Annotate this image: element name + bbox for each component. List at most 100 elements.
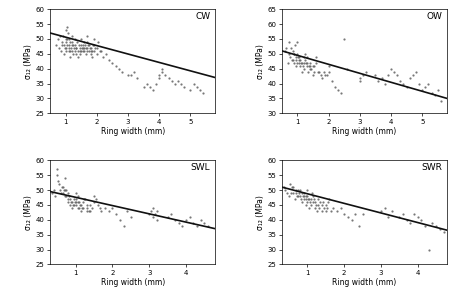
Point	[87, 45, 94, 50]
Point	[290, 51, 297, 56]
Point	[356, 78, 363, 83]
Point	[87, 51, 94, 56]
Point	[63, 48, 70, 53]
Point	[394, 72, 401, 77]
Point	[105, 209, 113, 213]
Point	[387, 66, 395, 71]
Point	[128, 72, 135, 77]
Point	[356, 75, 363, 80]
Point	[81, 45, 88, 50]
Point	[440, 229, 447, 234]
Point	[74, 199, 81, 204]
Point	[429, 220, 436, 225]
Point	[311, 63, 318, 68]
Point	[385, 214, 392, 219]
Point	[156, 72, 163, 77]
Point	[68, 48, 75, 53]
Point	[151, 211, 158, 216]
Point	[57, 188, 64, 192]
Point	[305, 69, 312, 74]
Point	[295, 60, 302, 65]
Point	[92, 45, 99, 50]
Point	[400, 211, 407, 216]
Point	[407, 220, 414, 225]
Point	[94, 202, 101, 207]
Point	[56, 33, 64, 38]
Point	[425, 81, 432, 86]
Point	[58, 40, 65, 44]
Point	[70, 45, 78, 50]
Point	[88, 48, 95, 53]
Point	[124, 72, 132, 77]
Point	[193, 84, 200, 89]
Point	[397, 78, 404, 83]
Point	[85, 43, 93, 47]
Point	[116, 217, 123, 222]
Point	[396, 214, 403, 219]
Point	[337, 90, 345, 95]
Point	[301, 51, 309, 56]
Point	[425, 247, 432, 252]
Point	[78, 43, 85, 47]
Point	[77, 48, 84, 53]
Point	[298, 60, 306, 65]
Point	[296, 188, 304, 192]
Point	[72, 45, 79, 50]
Point	[93, 51, 100, 56]
Y-axis label: σ₁₂ (MPa): σ₁₂ (MPa)	[25, 195, 33, 230]
Point	[306, 63, 313, 68]
Point	[87, 202, 94, 207]
Point	[78, 45, 85, 50]
Point	[294, 40, 301, 44]
Point	[351, 211, 359, 216]
Point	[337, 206, 344, 210]
Point	[283, 45, 290, 50]
Point	[312, 202, 319, 207]
Point	[66, 45, 73, 50]
Point	[293, 57, 300, 62]
Point	[79, 43, 86, 47]
Point	[306, 206, 313, 210]
Point	[82, 45, 89, 50]
Point	[309, 72, 316, 77]
Point	[71, 43, 79, 47]
Point	[80, 45, 87, 50]
Point	[403, 217, 410, 222]
Point	[118, 69, 125, 74]
Point	[70, 196, 78, 201]
Point	[60, 43, 68, 47]
Point	[60, 188, 68, 192]
Point	[319, 209, 326, 213]
Point	[153, 81, 160, 86]
Point	[91, 36, 98, 41]
Point	[64, 36, 71, 41]
Point	[297, 57, 304, 62]
Point	[89, 43, 97, 47]
Point	[78, 36, 85, 41]
Point	[313, 209, 320, 213]
Point	[301, 57, 309, 62]
Point	[84, 206, 91, 210]
Point	[159, 69, 166, 74]
Point	[418, 217, 425, 222]
Point	[291, 196, 298, 201]
Point	[95, 40, 102, 44]
Point	[68, 33, 75, 38]
Point	[312, 60, 320, 65]
Point	[186, 214, 193, 219]
Point	[61, 45, 68, 50]
Point	[58, 185, 65, 189]
Point	[85, 209, 92, 213]
Point	[87, 209, 94, 213]
Point	[73, 199, 80, 204]
Point	[59, 33, 67, 38]
X-axis label: Ring width (mm): Ring width (mm)	[101, 127, 165, 136]
Point	[159, 66, 166, 71]
Point	[63, 194, 70, 199]
Point	[204, 223, 212, 228]
Point	[164, 214, 171, 219]
Point	[299, 63, 306, 68]
Point	[384, 72, 391, 77]
Point	[146, 84, 153, 89]
Point	[297, 63, 304, 68]
